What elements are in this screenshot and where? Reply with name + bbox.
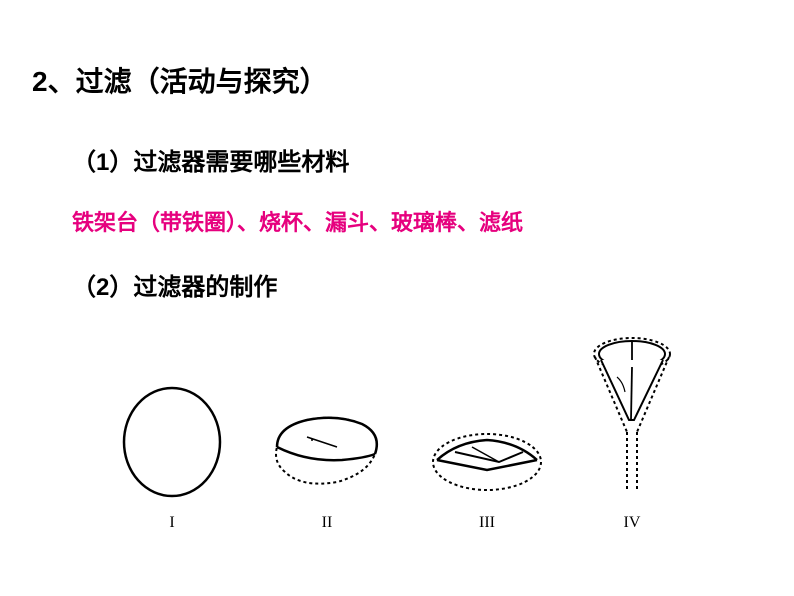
filter-paper-circle-icon (117, 382, 227, 502)
diagram-label-2: II (322, 514, 333, 532)
materials-list: 铁架台（带铁圈）、烧杯、漏斗、玻璃棒、滤纸 (72, 205, 794, 237)
diagram-step-3: III (427, 422, 547, 532)
funnel-with-filter-icon (587, 332, 677, 502)
diagram-step-2: II (267, 412, 387, 532)
diagram-label-3: III (479, 514, 495, 532)
filter-paper-halffold-icon (267, 412, 387, 502)
main-heading: 2、过滤（活动与探究） (32, 60, 794, 100)
slide-container: 2、过滤（活动与探究） （1）过滤器需要哪些材料 铁架台（带铁圈）、烧杯、漏斗、… (0, 0, 794, 596)
filter-paper-quarterfold-icon (427, 422, 547, 502)
diagram-label-1: I (169, 514, 174, 532)
diagram-step-4: IV (587, 332, 677, 532)
diagram-row: I II III (0, 332, 794, 532)
subheading-1: （1）过滤器需要哪些材料 (72, 142, 794, 177)
diagram-step-1: I (117, 382, 227, 532)
diagram-label-4: IV (624, 514, 641, 532)
subheading-2: （2）过滤器的制作 (72, 267, 794, 302)
